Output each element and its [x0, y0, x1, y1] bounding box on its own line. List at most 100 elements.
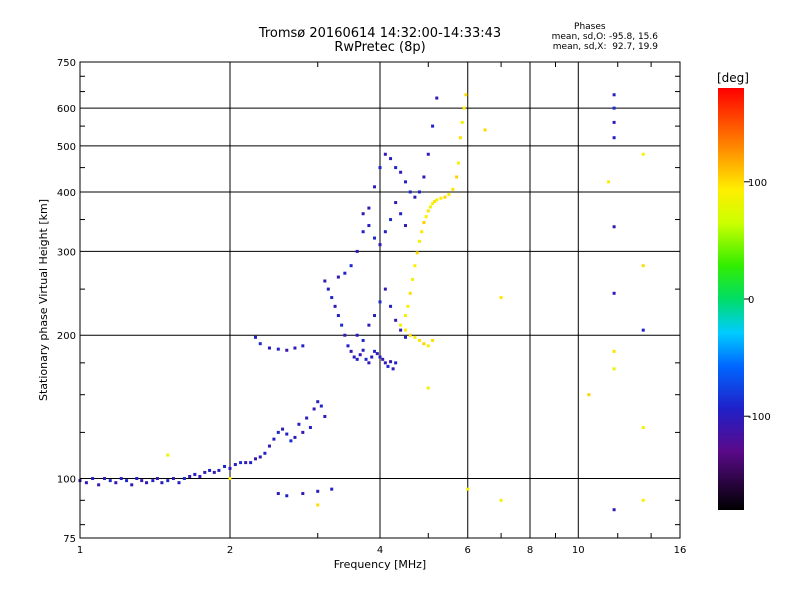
o-mode-point [193, 472, 197, 476]
o-mode-point [258, 455, 262, 459]
o-mode-point [223, 464, 227, 468]
o-mode-point [319, 404, 323, 408]
x-mode-point [612, 349, 616, 353]
x-tick-label: 4 [377, 545, 383, 556]
o-mode-point [612, 136, 616, 140]
y-tick-label: 400 [57, 188, 76, 199]
x-mode-point [607, 180, 611, 184]
o-mode-point [228, 466, 232, 470]
grid-lines [80, 62, 680, 538]
o-mode-point [249, 461, 253, 465]
o-mode-point [166, 479, 170, 483]
o-mode-point [336, 275, 340, 279]
y-tick-label: 750 [57, 58, 76, 69]
o-mode-point [399, 328, 403, 332]
y-tick-label: 600 [57, 104, 76, 115]
y-tick-label: 200 [57, 331, 76, 342]
o-mode-point [370, 355, 374, 359]
o-mode-point [208, 468, 212, 472]
x-mode-point [424, 215, 428, 219]
o-mode-point [378, 166, 382, 170]
o-mode-point [435, 96, 439, 100]
o-mode-point [394, 166, 398, 170]
x-tick-label: 2 [227, 545, 233, 556]
o-mode-point [330, 487, 334, 491]
x-mode-point [431, 202, 435, 206]
x-mode-point [462, 106, 466, 110]
x-mode-point [403, 314, 407, 318]
o-mode-point [289, 439, 293, 443]
o-mode-point [373, 349, 377, 353]
o-mode-point [641, 328, 645, 332]
o-mode-point [364, 357, 368, 361]
o-mode-point [355, 357, 359, 361]
o-mode-point [391, 367, 395, 371]
o-mode-point [349, 264, 353, 268]
o-mode-point [343, 271, 347, 275]
x-tick-label: 16 [674, 545, 687, 556]
x-mode-point [403, 328, 407, 332]
o-mode-point [125, 479, 129, 483]
y-tick-label: 75 [63, 534, 76, 545]
colorbar-tick-label: 100 [748, 178, 767, 189]
x-mode-point [447, 193, 451, 197]
x-mode-point [457, 161, 461, 165]
x-tick-label: 8 [527, 545, 533, 556]
o-mode-point [276, 492, 280, 496]
o-mode-point [108, 479, 112, 483]
x-mode-point [417, 338, 421, 342]
o-mode-point [140, 479, 144, 483]
colorbar-ticks: 100 0 -100 [744, 178, 771, 423]
o-mode-point [151, 479, 155, 483]
o-mode-point [361, 212, 365, 216]
x-mode-point [641, 425, 645, 429]
o-mode-point [135, 477, 139, 481]
o-mode-point [349, 349, 353, 353]
o-mode-point [91, 477, 95, 481]
o-mode-point [253, 335, 257, 339]
y-tick-label: 300 [57, 247, 76, 258]
o-mode-point [160, 481, 164, 485]
o-mode-point [399, 212, 403, 216]
o-mode-point [155, 477, 159, 481]
o-mode-point [408, 190, 412, 194]
o-mode-point [389, 218, 393, 222]
o-mode-point [361, 338, 365, 342]
o-mode-point [233, 463, 237, 467]
x-mode-point [458, 136, 462, 140]
o-mode-point [389, 360, 393, 364]
o-mode-point [119, 477, 123, 481]
o-mode-point [367, 224, 371, 228]
o-mode-point [323, 279, 327, 283]
o-mode-point [297, 422, 301, 426]
o-mode-point [383, 152, 387, 156]
o-mode-point [84, 481, 88, 485]
o-mode-point [394, 201, 398, 205]
o-mode-point [171, 477, 175, 481]
x-mode-point [413, 335, 417, 339]
o-mode-point [323, 414, 327, 418]
x-mode-point [443, 195, 447, 199]
o-mode-point [358, 353, 362, 357]
o-mode-point [394, 361, 398, 365]
o-mode-point [422, 175, 426, 179]
o-mode-point [378, 355, 382, 359]
x-mode-point [483, 128, 487, 132]
x-mode-point [451, 187, 455, 191]
o-mode-point [378, 243, 382, 247]
o-mode-point [308, 425, 312, 429]
o-mode-point [316, 400, 320, 404]
x-mode-point [431, 338, 435, 342]
o-mode-point [361, 230, 365, 234]
o-mode-point [114, 481, 118, 485]
o-mode-point [188, 474, 192, 478]
x-mode-point [408, 333, 412, 337]
o-mode-point [330, 296, 334, 300]
x-mode-point [439, 196, 443, 200]
y-tick-label: 500 [57, 142, 76, 153]
o-mode-point [130, 483, 134, 487]
o-mode-point [346, 344, 350, 348]
o-mode-point [426, 152, 430, 156]
x-mode-point [455, 175, 459, 179]
